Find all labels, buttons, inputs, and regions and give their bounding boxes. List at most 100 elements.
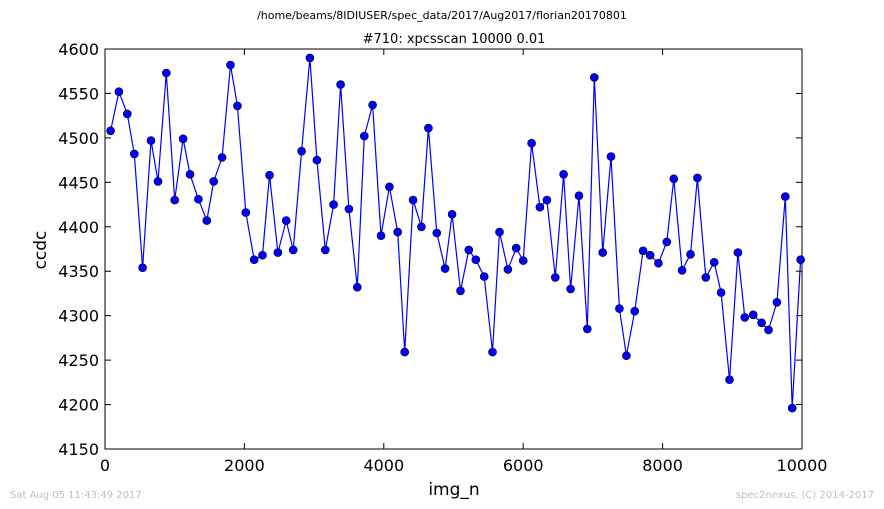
data-point bbox=[677, 265, 687, 275]
data-point bbox=[226, 60, 235, 70]
data-point bbox=[305, 53, 315, 63]
data-point bbox=[329, 200, 338, 209]
data-point bbox=[185, 170, 195, 179]
data-point bbox=[162, 68, 171, 78]
data-point bbox=[297, 146, 306, 156]
data-point bbox=[638, 246, 648, 256]
data-point bbox=[725, 375, 734, 385]
series-line bbox=[110, 57, 802, 409]
y-axis-label: ccdc bbox=[31, 231, 51, 270]
data-point bbox=[479, 272, 489, 281]
chart-title: #710: xpcsscan 10000 0.01 bbox=[363, 32, 546, 47]
data-point bbox=[265, 170, 274, 180]
y-tick-label: 4500 bbox=[58, 129, 99, 148]
data-point bbox=[615, 304, 624, 313]
data-point bbox=[686, 250, 695, 259]
x-tick-label: 6000 bbox=[503, 456, 544, 475]
y-tick-label: 4400 bbox=[58, 218, 99, 237]
series-points bbox=[106, 53, 805, 413]
data-point bbox=[368, 100, 377, 110]
data-point bbox=[241, 208, 251, 217]
data-point bbox=[550, 273, 560, 282]
data-point bbox=[202, 216, 212, 225]
data-point bbox=[511, 243, 521, 253]
data-point bbox=[123, 109, 132, 119]
data-point bbox=[393, 227, 403, 237]
y-tick-label: 4250 bbox=[58, 351, 99, 370]
data-point bbox=[417, 222, 426, 232]
data-point bbox=[527, 138, 536, 148]
data-point bbox=[772, 297, 782, 307]
data-point bbox=[630, 306, 640, 316]
data-point bbox=[787, 403, 797, 413]
data-point bbox=[209, 177, 218, 186]
data-point bbox=[582, 324, 592, 334]
data-point bbox=[471, 255, 481, 265]
y-tick-label: 4300 bbox=[58, 307, 99, 326]
data-point bbox=[589, 73, 599, 82]
data-point bbox=[385, 182, 394, 192]
data-point bbox=[408, 195, 418, 205]
y-tick-label: 4200 bbox=[58, 396, 99, 415]
data-point bbox=[559, 170, 568, 179]
data-point bbox=[312, 155, 322, 165]
data-point bbox=[249, 255, 259, 265]
data-point bbox=[233, 101, 242, 111]
data-point bbox=[138, 263, 147, 273]
y-tick-labels: 4150 4200 4250 4300 4350 4400 4450 4500 4550 4600 bbox=[58, 40, 99, 459]
data-point bbox=[780, 192, 790, 201]
data-point bbox=[424, 123, 433, 133]
data-point bbox=[320, 245, 330, 255]
x-tick-label: 10000 bbox=[777, 456, 828, 475]
data-point bbox=[598, 248, 608, 257]
data-point bbox=[447, 210, 457, 219]
data-point bbox=[258, 250, 267, 260]
data-point bbox=[352, 282, 362, 292]
data-point bbox=[359, 131, 369, 141]
data-point bbox=[146, 136, 156, 145]
data-point bbox=[488, 347, 497, 357]
x-tick-label: 0 bbox=[100, 456, 110, 475]
data-point bbox=[669, 174, 679, 184]
axis-ticks bbox=[104, 48, 803, 450]
data-point bbox=[542, 195, 552, 205]
data-point bbox=[716, 288, 726, 297]
data-point bbox=[622, 351, 631, 361]
data-point bbox=[440, 264, 450, 273]
data-point bbox=[273, 248, 283, 257]
data-point bbox=[376, 231, 386, 240]
data-point bbox=[194, 194, 203, 204]
y-tick-label: 4550 bbox=[58, 84, 99, 103]
credit: spec2nexus, (C) 2014-2017 bbox=[736, 490, 874, 501]
data-point bbox=[106, 126, 115, 136]
path-title: /home/beams/8IDIUSER/spec_data/2017/Aug2… bbox=[257, 9, 627, 22]
plot-area-frame bbox=[104, 48, 803, 450]
data-point bbox=[114, 87, 124, 96]
data-point bbox=[432, 228, 442, 238]
data-point bbox=[518, 256, 528, 265]
data-point bbox=[662, 237, 672, 247]
y-tick-label: 4450 bbox=[58, 173, 99, 192]
data-point bbox=[344, 204, 354, 214]
data-point bbox=[217, 153, 227, 162]
data-point bbox=[645, 250, 655, 260]
data-point bbox=[748, 310, 758, 320]
y-tick-label: 4350 bbox=[58, 262, 99, 281]
data-point bbox=[178, 134, 188, 144]
data-point bbox=[764, 325, 773, 335]
y-tick-label: 4150 bbox=[58, 440, 99, 459]
data-point bbox=[654, 258, 663, 268]
x-tick-label: 2000 bbox=[224, 456, 265, 475]
data-point bbox=[336, 80, 345, 89]
data-point bbox=[733, 248, 743, 257]
y-tick-label: 4600 bbox=[58, 40, 99, 59]
data-point bbox=[701, 273, 711, 282]
data-point bbox=[281, 216, 291, 225]
x-tick-label: 4000 bbox=[363, 456, 404, 475]
x-tick-label: 8000 bbox=[642, 456, 683, 475]
data-point bbox=[740, 313, 750, 322]
x-tick-labels: 0 2000 4000 6000 8000 10000 bbox=[100, 456, 828, 475]
data-point bbox=[709, 257, 719, 267]
timestamp: Sat Aug 05 11:43:49 2017 bbox=[10, 490, 142, 501]
